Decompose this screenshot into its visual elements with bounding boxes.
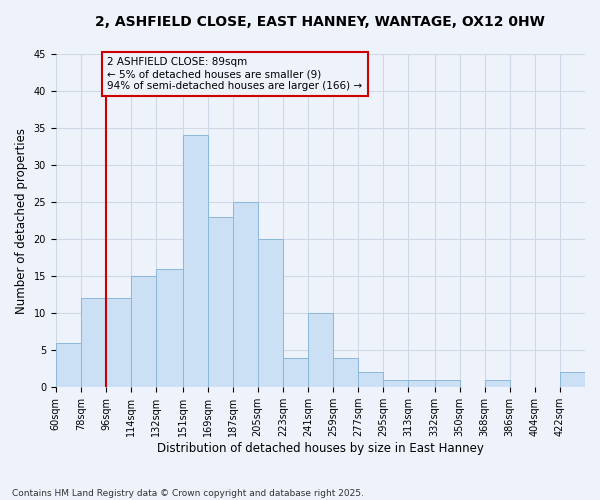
Bar — [258, 239, 283, 387]
Title: 2, ASHFIELD CLOSE, EAST HANNEY, WANTAGE, OX12 0HW: 2, ASHFIELD CLOSE, EAST HANNEY, WANTAGE,… — [95, 15, 545, 29]
Bar — [358, 372, 383, 387]
Text: 2 ASHFIELD CLOSE: 89sqm
← 5% of detached houses are smaller (9)
94% of semi-deta: 2 ASHFIELD CLOSE: 89sqm ← 5% of detached… — [107, 58, 362, 90]
Bar — [56, 343, 81, 387]
Text: Contains HM Land Registry data © Crown copyright and database right 2025.: Contains HM Land Registry data © Crown c… — [12, 488, 364, 498]
Bar — [333, 358, 358, 387]
Bar — [283, 358, 308, 387]
Bar — [81, 298, 106, 387]
Bar — [233, 202, 258, 387]
Bar — [308, 313, 333, 387]
Bar — [383, 380, 408, 387]
Bar — [208, 217, 233, 387]
Bar — [131, 276, 156, 387]
Bar — [156, 268, 182, 387]
Bar — [560, 372, 585, 387]
Bar — [106, 298, 131, 387]
Bar — [182, 136, 208, 387]
Bar — [434, 380, 460, 387]
Bar — [408, 380, 434, 387]
Y-axis label: Number of detached properties: Number of detached properties — [15, 128, 28, 314]
X-axis label: Distribution of detached houses by size in East Hanney: Distribution of detached houses by size … — [157, 442, 484, 455]
Bar — [485, 380, 510, 387]
